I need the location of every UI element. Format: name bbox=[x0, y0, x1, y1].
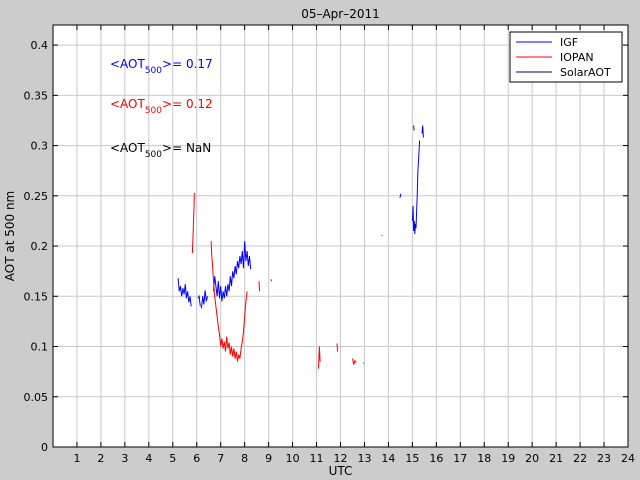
series-igf bbox=[177, 125, 424, 309]
series-line-igf bbox=[413, 125, 415, 131]
x-tick-label: 16 bbox=[429, 452, 443, 465]
x-tick-label: 4 bbox=[145, 452, 152, 465]
y-tick-label: 0.35 bbox=[24, 89, 49, 102]
y-tick-label: 0.25 bbox=[24, 190, 49, 203]
series-iopan bbox=[191, 192, 383, 369]
y-tick-label: 0.15 bbox=[24, 290, 49, 303]
series-line-igf bbox=[177, 278, 192, 307]
legend-label-igf: IGF bbox=[560, 36, 578, 49]
y-tick-label: 0.1 bbox=[31, 341, 49, 354]
x-tick-label: 18 bbox=[477, 452, 491, 465]
x-tick-label: 22 bbox=[573, 452, 587, 465]
aot-mean-annotation: <AOT500>= 0.17 bbox=[110, 57, 213, 76]
legend-label-solaraot: SolarAOT bbox=[560, 66, 611, 79]
y-axis-title: AOT at 500 nm bbox=[3, 191, 17, 281]
x-tick-label: 15 bbox=[405, 452, 419, 465]
x-tick-label: 13 bbox=[357, 452, 371, 465]
legend-label-iopan: IOPAN bbox=[560, 51, 594, 64]
series-line-iopan bbox=[210, 240, 248, 362]
aot-mean-annotation: <AOT500>= NaN bbox=[110, 141, 211, 160]
x-tick-label: 1 bbox=[73, 452, 80, 465]
axis-ticks: 1 2 3 4 5 6 7 8 9 10 11 12 13 14 15 16 17 18 19 20 21 22 23 240… bbox=[24, 25, 635, 465]
x-tick-label: 2 bbox=[97, 452, 104, 465]
series-line-iopan bbox=[352, 358, 357, 365]
annotations: <AOT500>= 0.17 <AOT500>= 0.12 <AOT500>= Na… bbox=[110, 57, 213, 160]
y-tick-label: 0 bbox=[41, 441, 48, 454]
x-tick-label: 19 bbox=[501, 452, 515, 465]
series-layer bbox=[177, 125, 424, 369]
y-tick-label: 0.05 bbox=[24, 391, 49, 404]
chart-title: 05–Apr–2011 bbox=[301, 7, 380, 21]
x-tick-label: 6 bbox=[193, 452, 200, 465]
series-line-igf bbox=[201, 290, 208, 309]
series-line-igf bbox=[399, 193, 402, 198]
x-axis-title: UTC bbox=[329, 464, 353, 478]
series-line-igf bbox=[213, 240, 252, 302]
x-tick-label: 23 bbox=[597, 452, 611, 465]
x-tick-label: 5 bbox=[169, 452, 176, 465]
x-tick-label: 12 bbox=[334, 452, 348, 465]
x-tick-label: 9 bbox=[265, 452, 272, 465]
y-tick-label: 0.2 bbox=[31, 240, 49, 253]
x-tick-label: 11 bbox=[310, 452, 324, 465]
x-tick-label: 17 bbox=[453, 452, 467, 465]
series-line-iopan bbox=[318, 346, 321, 369]
series-line-igf bbox=[411, 140, 421, 235]
y-tick-label: 0.4 bbox=[31, 39, 49, 52]
series-line-igf bbox=[197, 294, 201, 307]
series-line-igf bbox=[421, 125, 424, 138]
x-tick-label: 14 bbox=[381, 452, 395, 465]
series-line-iopan bbox=[381, 234, 383, 237]
x-tick-label: 24 bbox=[621, 452, 635, 465]
y-tick-label: 0.3 bbox=[31, 140, 49, 153]
x-tick-label: 10 bbox=[286, 452, 300, 465]
x-tick-label: 20 bbox=[525, 452, 539, 465]
x-tick-label: 8 bbox=[241, 452, 248, 465]
x-tick-label: 3 bbox=[121, 452, 128, 465]
series-line-iopan bbox=[336, 343, 339, 352]
series-line-iopan bbox=[362, 362, 365, 364]
x-tick-label: 7 bbox=[217, 452, 224, 465]
legend: IGF IOPAN SolarAOT bbox=[509, 31, 623, 83]
aot-mean-annotation: <AOT500>= 0.12 bbox=[110, 97, 213, 116]
x-tick-label: 21 bbox=[549, 452, 563, 465]
series-line-iopan bbox=[191, 192, 195, 254]
series-line-iopan bbox=[258, 281, 260, 292]
series-line-iopan bbox=[270, 279, 272, 282]
